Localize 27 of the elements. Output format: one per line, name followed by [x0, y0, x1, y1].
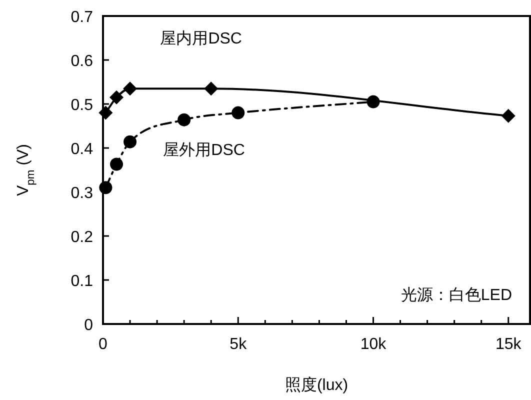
text: 屋内用DSC	[160, 30, 242, 48]
x-tick-label: 5k	[230, 336, 248, 353]
point	[124, 135, 137, 148]
point	[98, 106, 113, 120]
point	[232, 106, 245, 120]
annotation: 光源：白色LED	[400, 286, 512, 304]
y-tick-label: 0.4	[70, 141, 94, 158]
y-tick-label: 0.6	[70, 53, 94, 70]
point	[501, 108, 516, 123]
y-tick-label: 0.3	[70, 185, 94, 202]
y-tick-label: 0	[84, 317, 94, 334]
x-tick-label: 0	[98, 336, 108, 353]
point	[110, 90, 124, 104]
x-axis-title: 照度(lux)	[284, 376, 348, 394]
point	[110, 158, 124, 171]
y-tick-label: 0.5	[70, 97, 94, 114]
y-tick-label: 0.7	[70, 9, 94, 26]
point	[204, 82, 218, 96]
point	[178, 113, 191, 126]
y-tick-label: 0.1	[70, 273, 94, 290]
point	[99, 181, 112, 194]
x-tick-label: 15k	[495, 336, 522, 353]
point	[366, 95, 380, 108]
series-label: 屋外用DSC	[163, 142, 245, 159]
point	[123, 82, 138, 96]
x-tick-label: 10k	[360, 336, 388, 353]
y-tick-label: 0.2	[70, 229, 94, 246]
